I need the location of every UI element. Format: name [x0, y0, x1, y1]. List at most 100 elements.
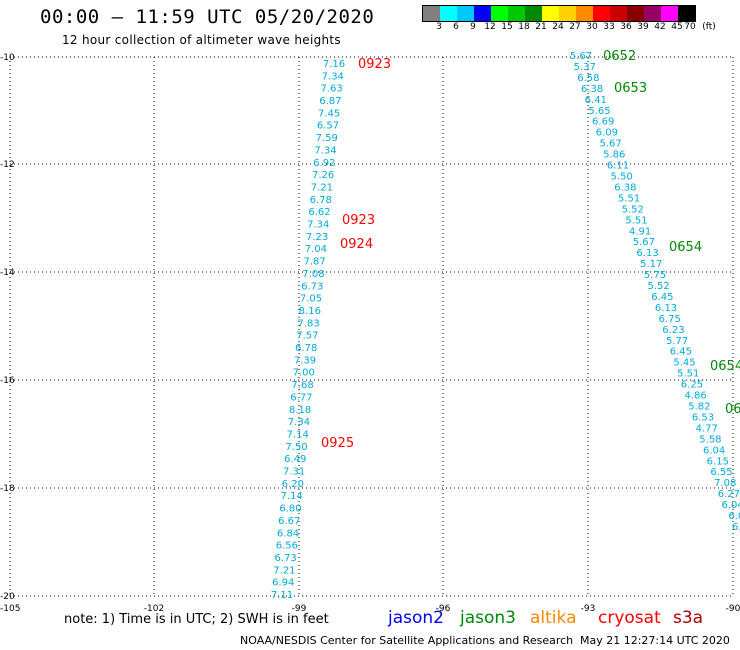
lon-label: -105: [0, 604, 20, 614]
lat-label: -12: [0, 160, 15, 170]
pass-time-label: 0653: [614, 81, 647, 96]
swh-value: 6.77: [290, 392, 312, 403]
swh-value: 6.84: [277, 528, 299, 539]
pass-time-label: 0923: [358, 57, 391, 72]
scale-label: 21: [535, 22, 547, 32]
scale-label: 45: [671, 22, 683, 32]
lat-label: -16: [0, 376, 15, 386]
swh-value: 6.11: [607, 161, 629, 172]
pass-time-label: 0924: [340, 237, 373, 252]
swh-value: 7.34: [314, 145, 336, 156]
swh-value: 5.75: [644, 270, 666, 281]
scale-swatch: [525, 6, 542, 21]
scale-label: 3: [436, 22, 442, 32]
swh-value: 5.52: [648, 281, 670, 292]
swh-value: 6.04: [703, 445, 725, 456]
scale-swatch: [610, 6, 627, 21]
swh-value: 5.50: [611, 171, 633, 182]
swh-value: 5.67: [599, 139, 621, 150]
pass-time-label: 06: [725, 402, 740, 417]
swh-value: 7.08: [302, 269, 324, 280]
scale-label: 42: [654, 22, 666, 32]
altimeter-tracks: 7.167.347.636.877.456.577.597.346.927.26…: [271, 51, 740, 601]
swh-value: 7.39: [294, 355, 316, 366]
swh-value: 7.87: [304, 257, 326, 268]
lat-label: -14: [0, 268, 15, 278]
scale-label: 27: [569, 22, 581, 32]
page-subtitle: 12 hour collection of altimeter wave hei…: [62, 33, 341, 47]
swh-value: 7.50: [285, 442, 307, 453]
swh-value: 6.87: [319, 96, 341, 107]
swh-value: 6.13: [655, 303, 677, 314]
pass-time-label: 0925: [321, 436, 354, 451]
swh-value: 6.0: [732, 522, 740, 533]
swh-value: 7.34: [307, 220, 329, 231]
scale-swatch: [542, 6, 559, 21]
swh-value: 7.59: [316, 133, 338, 144]
swh-value: 6.09: [596, 128, 618, 139]
legend-item-jason2: jason2: [388, 608, 444, 628]
swh-value: 6.56: [276, 541, 298, 552]
swh-value: 5.67: [570, 51, 592, 62]
legend-item-altika: altika: [530, 608, 577, 628]
swh-value: 7.16: [323, 59, 345, 70]
scale-label: 9: [470, 22, 476, 32]
swh-value: 8.18: [289, 405, 311, 416]
swh-value: 5.58: [699, 434, 721, 445]
swh-value: 7.05: [300, 294, 322, 305]
swh-value: 4.77: [696, 423, 718, 434]
swh-value: 7.21: [311, 182, 333, 193]
swh-value: 5.37: [574, 62, 596, 73]
swh-value: 6.75: [659, 314, 681, 325]
swh-value: 6.55: [710, 467, 732, 478]
swh-value: 6.57: [317, 121, 339, 132]
swh-value: 7.63: [320, 84, 342, 95]
scale-label: 12: [484, 22, 496, 32]
swh-value: 5.45: [673, 358, 695, 369]
lon-label: -102: [144, 604, 164, 614]
scale-swatch: [457, 6, 474, 21]
scale-swatch: [627, 6, 644, 21]
scale-label: 18: [518, 22, 530, 32]
swh-value: 6.23: [662, 325, 684, 336]
scale-swatch: [440, 6, 457, 21]
legend-item-cryosat: cryosat: [598, 608, 661, 628]
lon-label: -96: [436, 604, 451, 614]
swh-value: 6.67: [278, 516, 300, 527]
scale-swatch: [593, 6, 610, 21]
color-scale-bar: [422, 5, 696, 22]
footer-note: note: 1) Time is in UTC; 2) SWH is in fe…: [64, 612, 329, 627]
scale-swatch: [678, 6, 695, 21]
swh-value: 5.67: [633, 237, 655, 248]
scale-label: 36: [620, 22, 632, 32]
swh-value: 7.14: [281, 491, 303, 502]
swh-value: 6.25: [681, 380, 703, 391]
swh-value: 6.80: [279, 504, 301, 515]
swh-value: 6.20: [282, 479, 304, 490]
swh-value: 5.86: [603, 150, 625, 161]
page-title: 00:00 – 11:59 UTC 05/20/2020: [40, 6, 375, 28]
swh-value: 6.73: [274, 553, 296, 564]
lat-label: -18: [0, 484, 15, 494]
scale-label: 30: [586, 22, 598, 32]
scale-label: 15: [501, 22, 513, 32]
swh-value: 7.11: [271, 590, 293, 601]
scale-label: 6: [453, 22, 459, 32]
scale-label: 70: [684, 22, 696, 32]
scale-unit: (ft): [702, 22, 716, 32]
pass-time-label: 0652: [603, 49, 636, 64]
pass-time-label: 0923: [342, 213, 375, 228]
swh-value: 5.52: [622, 204, 644, 215]
swh-value: 5.51: [625, 215, 647, 226]
scale-swatch: [576, 6, 593, 21]
swh-value: 5.65: [588, 106, 610, 117]
swh-value: 6.94: [272, 578, 294, 589]
timestamp: May 21 12:27:14 UTC 2020: [580, 634, 730, 647]
scale-swatch: [644, 6, 661, 21]
swh-value: 7.23: [306, 232, 328, 243]
scale-swatch: [508, 6, 525, 21]
swh-value: 5.51: [677, 369, 699, 380]
swh-value: 6.15: [707, 456, 729, 467]
lon-label: -93: [581, 604, 596, 614]
scale-swatch: [491, 6, 508, 21]
